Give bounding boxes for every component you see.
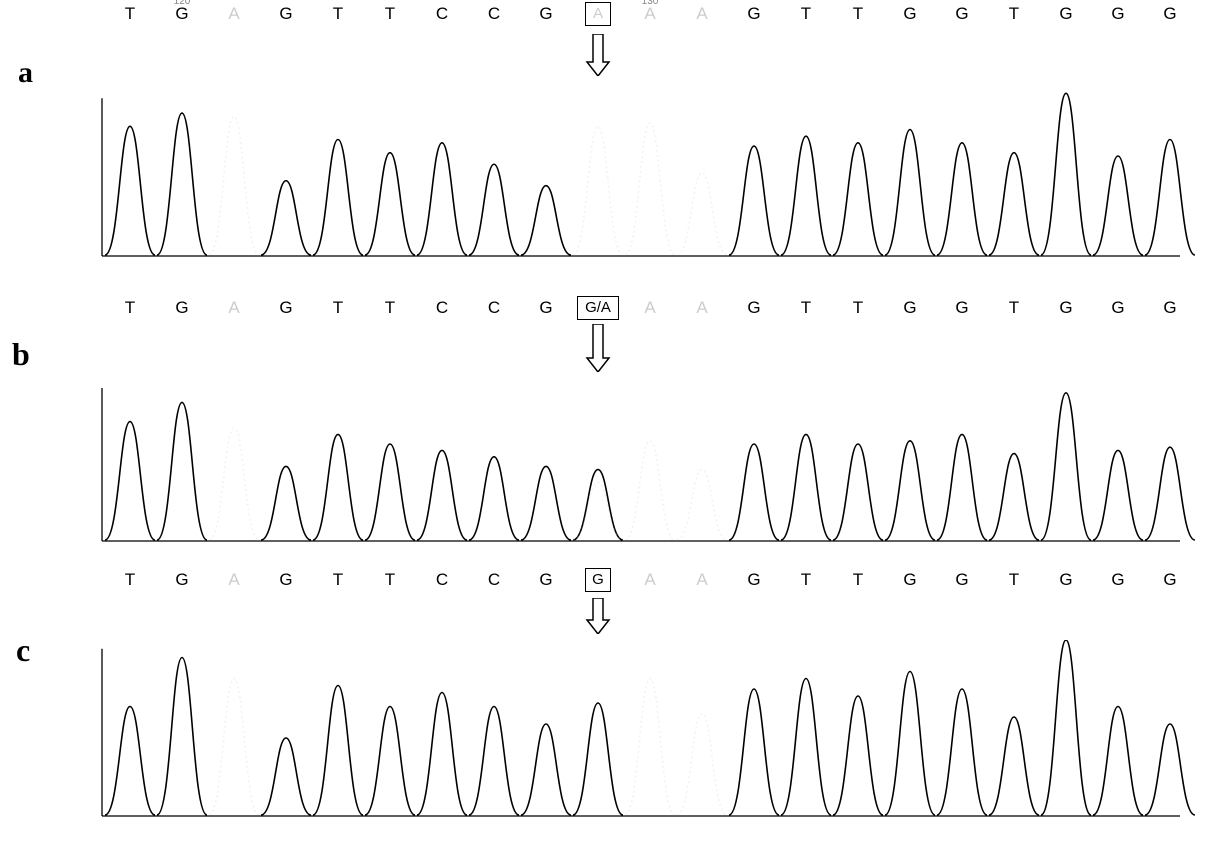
base-letter: T xyxy=(378,298,402,318)
arrow-down-icon xyxy=(585,324,611,372)
base-letter: G xyxy=(950,570,974,590)
base-letter: T xyxy=(326,570,350,590)
panel-a: a120130TGAGTTCCGAAGTTGGTGGGA xyxy=(0,0,1208,265)
base-letter: G xyxy=(950,4,974,24)
base-letter: T xyxy=(118,570,142,590)
base-letter: G xyxy=(274,4,298,24)
base-letter: T xyxy=(1002,570,1026,590)
panel-c: cTGAGTTCCGAAGTTGGTGGGG xyxy=(0,560,1208,825)
base-letter: T xyxy=(326,4,350,24)
base-letter: T xyxy=(794,4,818,24)
chromatogram-trace xyxy=(0,380,1208,544)
panel-label-b: b xyxy=(12,336,30,373)
base-letter: G xyxy=(742,4,766,24)
base-letter: G xyxy=(742,570,766,590)
base-letter: G xyxy=(170,298,194,318)
base-letter: G xyxy=(1054,4,1078,24)
panel-label-a: a xyxy=(18,56,33,90)
base-letter: G xyxy=(1106,298,1130,318)
base-letter: A xyxy=(690,4,714,24)
base-letter: T xyxy=(1002,4,1026,24)
base-letter: G xyxy=(1158,298,1182,318)
highlight-box: G xyxy=(585,568,611,592)
base-letter: A xyxy=(690,298,714,318)
base-letter: C xyxy=(430,298,454,318)
base-letter: G xyxy=(170,570,194,590)
base-letter: T xyxy=(118,4,142,24)
base-letter: A xyxy=(222,570,246,590)
chromatogram-figure: a120130TGAGTTCCGAAGTTGGTGGGAbTGAGTTCCGAA… xyxy=(0,0,1208,844)
base-letter: G xyxy=(534,570,558,590)
base-letter: C xyxy=(482,4,506,24)
arrow-down-icon xyxy=(585,598,611,634)
base-letter: G xyxy=(274,570,298,590)
base-letter: G xyxy=(1158,570,1182,590)
base-letter: G xyxy=(898,298,922,318)
base-letter: G xyxy=(534,4,558,24)
base-letter: G xyxy=(1158,4,1182,24)
highlight-box: A xyxy=(585,2,611,26)
base-letter: A xyxy=(638,570,662,590)
base-letter: T xyxy=(794,298,818,318)
chromatogram-trace xyxy=(0,90,1208,259)
chromatogram-trace xyxy=(0,640,1208,819)
base-letter: T xyxy=(846,4,870,24)
base-letter: T xyxy=(846,298,870,318)
base-letter: T xyxy=(794,570,818,590)
base-letter: T xyxy=(118,298,142,318)
base-letter: A xyxy=(638,298,662,318)
base-letter: T xyxy=(378,570,402,590)
base-letter: G xyxy=(1054,298,1078,318)
base-letter: G xyxy=(1106,570,1130,590)
base-letter: C xyxy=(430,570,454,590)
base-letter: C xyxy=(482,570,506,590)
base-letter: A xyxy=(638,4,662,24)
panel-b: b T G A G T T C C G A A G T T G G T G G G G/A xyxy=(0,288,1208,550)
base-letter: A xyxy=(690,570,714,590)
base-letter: G xyxy=(274,298,298,318)
base-letter: T xyxy=(378,4,402,24)
arrow-down-icon xyxy=(585,34,611,76)
base-letter: G xyxy=(898,570,922,590)
base-letter: G xyxy=(170,4,194,24)
base-letter: A xyxy=(222,4,246,24)
base-letter: T xyxy=(1002,298,1026,318)
base-letter: G xyxy=(950,298,974,318)
base-letter: G xyxy=(534,298,558,318)
base-letter: G xyxy=(1054,570,1078,590)
base-letter: C xyxy=(482,298,506,318)
base-letter: A xyxy=(222,298,246,318)
base-letter: G xyxy=(1106,4,1130,24)
highlight-box: G/A xyxy=(577,296,619,320)
base-letter: G xyxy=(898,4,922,24)
base-letter: G xyxy=(742,298,766,318)
base-letter: T xyxy=(326,298,350,318)
base-letter: T xyxy=(846,570,870,590)
base-letter: C xyxy=(430,4,454,24)
